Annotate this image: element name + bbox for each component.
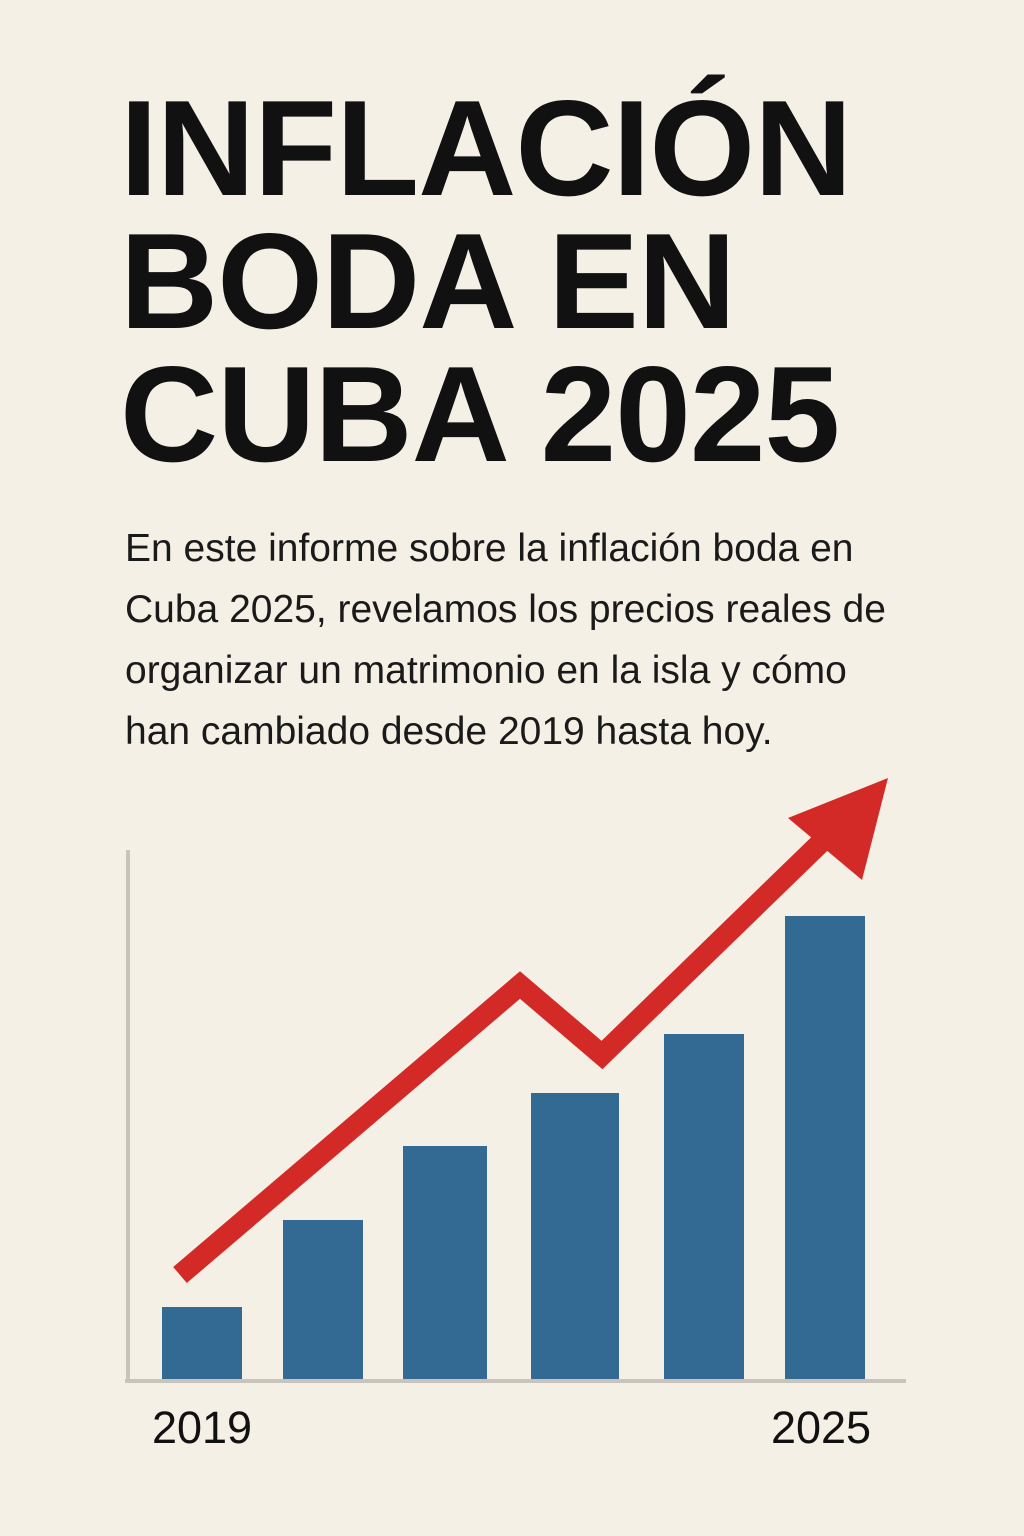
bar-2 bbox=[283, 1220, 363, 1379]
x-tick-label: 2025 bbox=[771, 1402, 871, 1453]
title-line-1: INFLACIÓN bbox=[120, 72, 852, 224]
x-tick-label: 2019 bbox=[152, 1402, 252, 1453]
bar-3 bbox=[403, 1146, 487, 1379]
bar-6 bbox=[785, 916, 865, 1379]
title-line-3: CUBA 2025 bbox=[120, 338, 840, 490]
bar-1 bbox=[162, 1307, 242, 1379]
description: En este informe sobre la inflación boda … bbox=[125, 527, 886, 753]
trend-line bbox=[173, 814, 850, 1283]
bar-4 bbox=[531, 1093, 619, 1379]
arrow-head-icon bbox=[788, 778, 888, 880]
title-line-2: BODA EN bbox=[120, 205, 736, 357]
bar-5 bbox=[664, 1034, 744, 1379]
page-title: INFLACIÓN BODA EN CUBA 2025 bbox=[120, 72, 852, 490]
